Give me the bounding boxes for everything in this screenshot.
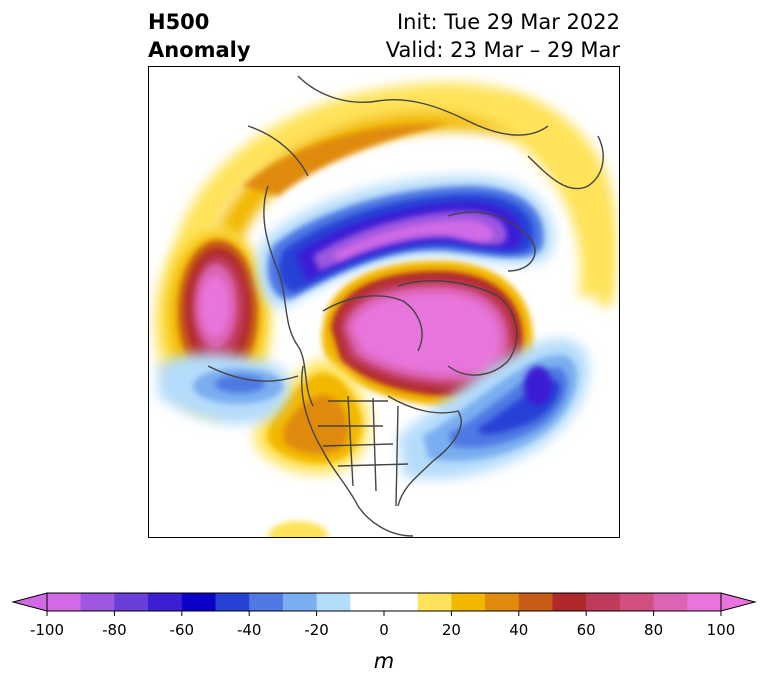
colorbar-tick-label: -80 bbox=[102, 621, 127, 639]
colorbar-tick-label: -20 bbox=[304, 621, 329, 639]
colorbar-tick-label: 100 bbox=[707, 621, 736, 639]
anomaly-map bbox=[148, 66, 620, 538]
colorbar-tick-label: -100 bbox=[30, 621, 64, 639]
title-variable: H500 bbox=[148, 10, 210, 34]
colorbar-segment bbox=[552, 593, 587, 611]
colorbar-segment bbox=[148, 593, 183, 611]
colorbar-segment bbox=[586, 593, 621, 611]
colorbar-segment bbox=[181, 593, 216, 611]
init-date: Init: Tue 29 Mar 2022 bbox=[396, 10, 620, 34]
colorbar-segment bbox=[518, 593, 553, 611]
colorbar-segment bbox=[653, 593, 688, 611]
colorbar-ticks: -100 -80 -60 -40 -20 0 20 40 60 80 100 bbox=[30, 611, 735, 639]
title-left: H500 Anomaly bbox=[148, 8, 251, 64]
colorbar-tick-label: -40 bbox=[237, 621, 262, 639]
colorbar-segment bbox=[485, 593, 520, 611]
valid-range: Valid: 23 Mar – 29 Mar bbox=[385, 38, 620, 62]
title-right: Init: Tue 29 Mar 2022 Valid: 23 Mar – 29… bbox=[386, 8, 620, 64]
colorbar-segments bbox=[47, 593, 722, 611]
anomaly-field bbox=[155, 82, 617, 538]
colorbar-tick-label: 60 bbox=[577, 621, 596, 639]
colorbar-segment bbox=[114, 593, 149, 611]
colorbar-segment bbox=[215, 593, 250, 611]
coastlines bbox=[207, 75, 604, 537]
colorbar-segment bbox=[316, 593, 351, 611]
colorbar: -100 -80 -60 -40 -20 0 20 40 60 80 100 m bbox=[11, 592, 757, 673]
colorbar-segment bbox=[417, 593, 452, 611]
colorbar-tick-label: 0 bbox=[379, 621, 389, 639]
colorbar-tick-label: 40 bbox=[509, 621, 528, 639]
colorbar-unit: m bbox=[374, 649, 394, 673]
colorbar-segment bbox=[619, 593, 655, 611]
colorbar-segment bbox=[451, 593, 486, 611]
map-border bbox=[148, 66, 620, 538]
colorbar-segment bbox=[282, 593, 318, 611]
colorbar-tick-label: -60 bbox=[170, 621, 195, 639]
title-anomaly: Anomaly bbox=[148, 38, 251, 62]
colorbar-left-arrow bbox=[11, 592, 48, 612]
colorbar-segment bbox=[80, 593, 115, 611]
colorbar-segment bbox=[249, 593, 284, 611]
colorbar-segment bbox=[687, 593, 722, 611]
colorbar-tick-label: 20 bbox=[442, 621, 461, 639]
colorbar-tick-label: 80 bbox=[644, 621, 663, 639]
colorbar-segment bbox=[47, 593, 82, 611]
colorbar-right-arrow bbox=[720, 592, 757, 612]
colorbar-segment bbox=[350, 593, 419, 611]
